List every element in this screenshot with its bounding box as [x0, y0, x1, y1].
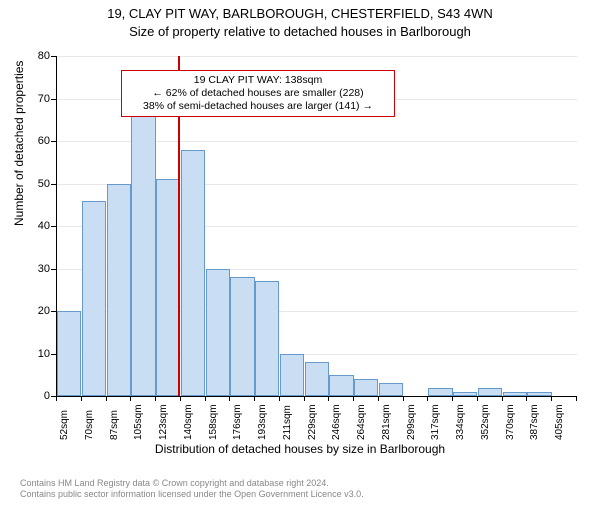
x-tick-label: 334sqm — [455, 404, 466, 440]
bar — [57, 311, 81, 396]
bar — [354, 379, 378, 396]
footer-line2: Contains public sector information licen… — [20, 489, 364, 500]
bar — [230, 277, 254, 396]
y-tick-label: 50 — [20, 178, 50, 190]
y-tick-label: 40 — [20, 220, 50, 232]
plot-region: 19 CLAY PIT WAY: 138sqm ← 62% of detache… — [56, 56, 577, 397]
y-tick-label: 20 — [20, 305, 50, 317]
x-tick-label: 405sqm — [554, 404, 565, 440]
x-tick-label: 87sqm — [109, 410, 120, 440]
bar — [156, 179, 180, 396]
y-tick-label: 0 — [20, 390, 50, 402]
x-tick-label: 105sqm — [133, 404, 144, 440]
x-tick-label: 211sqm — [282, 405, 293, 440]
page-title: 19, CLAY PIT WAY, BARLBOROUGH, CHESTERFI… — [0, 6, 600, 22]
x-tick-label: 193sqm — [257, 404, 268, 440]
page-subtitle: Size of property relative to detached ho… — [0, 24, 600, 39]
x-tick-label: 317sqm — [430, 404, 441, 440]
x-tick-label: 370sqm — [505, 404, 516, 440]
bar — [305, 362, 329, 396]
x-tick-label: 229sqm — [307, 404, 318, 440]
y-tick-label: 70 — [20, 93, 50, 105]
x-tick-label: 387sqm — [529, 404, 540, 440]
bar — [107, 184, 131, 397]
bar — [82, 201, 106, 397]
annotation-box: 19 CLAY PIT WAY: 138sqm ← 62% of detache… — [121, 70, 395, 117]
y-tick-label: 10 — [20, 348, 50, 360]
x-tick-label: 246sqm — [331, 404, 342, 440]
bar — [255, 281, 279, 396]
annotation-line3: 38% of semi-detached houses are larger (… — [128, 100, 388, 113]
x-tick-label: 52sqm — [59, 410, 70, 440]
bar — [329, 375, 353, 396]
bar — [206, 269, 230, 397]
x-tick-label: 352sqm — [480, 404, 491, 440]
x-axis-label: Distribution of detached houses by size … — [0, 442, 600, 456]
x-tick-label: 123sqm — [158, 404, 169, 440]
x-tick-label: 158sqm — [208, 404, 219, 440]
x-tick-label: 176sqm — [232, 404, 243, 440]
x-tick-label: 264sqm — [356, 404, 367, 440]
bar — [181, 150, 205, 397]
bar — [280, 354, 304, 397]
bar — [503, 392, 527, 396]
y-tick-label: 80 — [20, 50, 50, 62]
y-tick-label: 30 — [20, 263, 50, 275]
bar — [379, 383, 403, 396]
x-tick-label: 140sqm — [183, 404, 194, 440]
footer-line1: Contains HM Land Registry data © Crown c… — [20, 478, 364, 489]
footer-attribution: Contains HM Land Registry data © Crown c… — [20, 478, 364, 500]
y-tick-label: 60 — [20, 135, 50, 147]
bar — [453, 392, 477, 396]
bar — [478, 388, 502, 397]
annotation-line1: 19 CLAY PIT WAY: 138sqm — [128, 74, 388, 87]
x-tick-label: 299sqm — [406, 404, 417, 440]
chart-area: 19 CLAY PIT WAY: 138sqm ← 62% of detache… — [56, 56, 576, 426]
x-tick-label: 70sqm — [84, 410, 95, 440]
bar — [131, 116, 155, 397]
x-tick-label: 281sqm — [381, 404, 392, 440]
annotation-line2: ← 62% of detached houses are smaller (22… — [128, 87, 388, 100]
bar — [428, 388, 452, 397]
bar — [527, 392, 551, 396]
